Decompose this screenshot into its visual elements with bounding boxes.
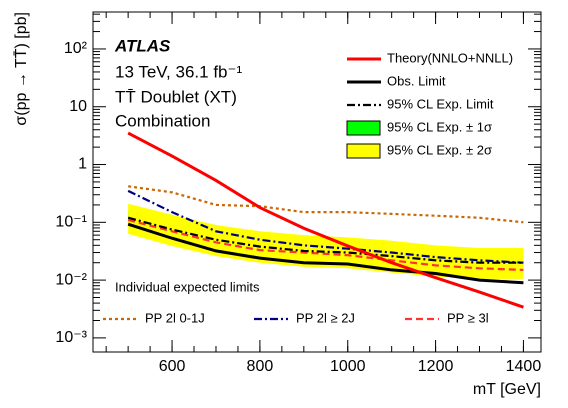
y-tick-label: 10⁻¹ — [55, 214, 87, 231]
legend-label: Theory(NNLO+NNLL) — [387, 50, 513, 65]
legend-swatch — [346, 120, 381, 136]
legend-title: Individual expected limits — [115, 279, 260, 294]
y-tick-label: 1 — [78, 156, 87, 173]
legend-label: 95% CL Exp. ± 2σ — [387, 142, 492, 157]
series-line — [127, 218, 524, 272]
legend-label: PP ≥ 3l — [447, 310, 489, 325]
series-line — [127, 222, 524, 285]
legend-swatch — [346, 143, 381, 159]
series-line — [127, 185, 524, 224]
x-axis-label: mT [GeV] — [473, 381, 541, 398]
x-tick-label: 600 — [159, 358, 186, 375]
y-tick-label: 10⁻² — [55, 271, 87, 288]
annotation: 13 TeV, 36.1 fb⁻¹ — [115, 62, 242, 81]
chart-title: ATLAS — [114, 36, 171, 55]
y-tick-label: 10² — [64, 40, 88, 57]
series-line — [127, 189, 524, 264]
x-tick-label: 1000 — [330, 358, 366, 375]
x-tick-label: 800 — [247, 358, 274, 375]
legend-label: Obs. Limit — [387, 73, 446, 88]
legend-label: PP 2l ≥ 2J — [296, 310, 355, 325]
y-axis-label: σ(pp → TT̄) [pb] — [13, 12, 30, 126]
legend-label: 95% CL Exp. ± 1σ — [387, 119, 492, 134]
annotation: TT̄ Doublet (XT) — [115, 87, 237, 106]
x-tick-label: 1400 — [506, 358, 542, 375]
x-tick-label: 1200 — [418, 358, 454, 375]
legend-label: 95% CL Exp. Limit — [387, 96, 494, 111]
y-tick-label: 10⁻³ — [55, 329, 87, 346]
plot-area — [127, 131, 524, 309]
legend-label: PP 2l 0-1J — [145, 310, 205, 325]
series-line — [127, 216, 524, 264]
series-line — [127, 131, 524, 309]
annotation: Combination — [115, 111, 210, 130]
y-tick-label: 10 — [69, 98, 87, 115]
